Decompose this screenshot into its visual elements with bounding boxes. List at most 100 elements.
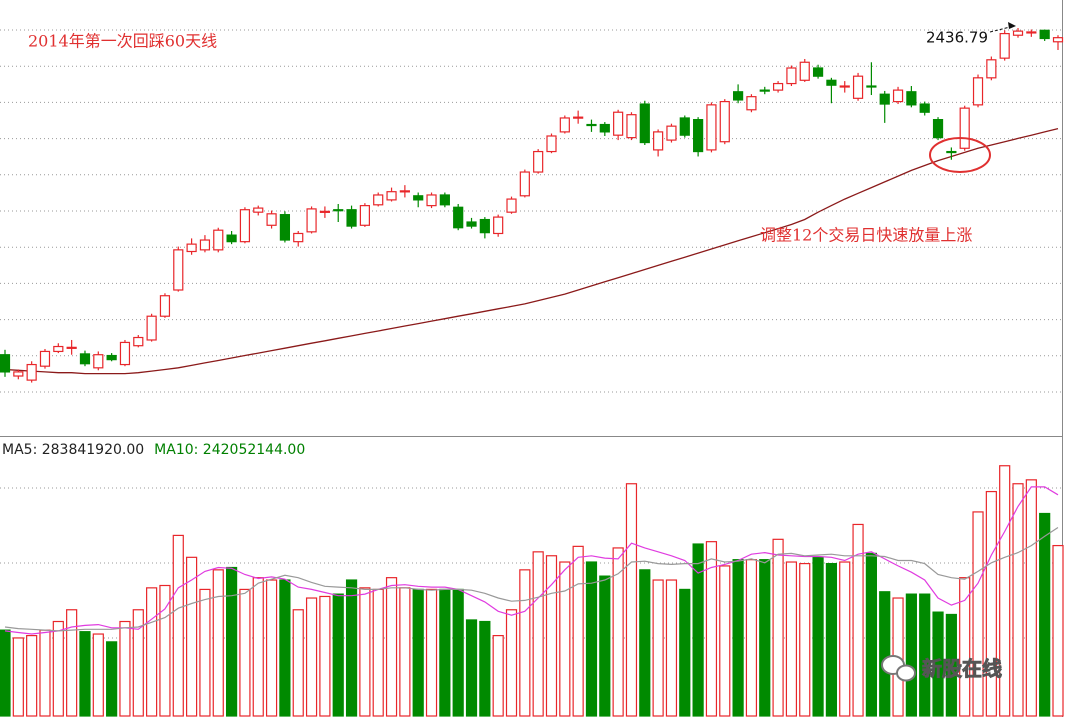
candle-body <box>386 191 397 201</box>
candle-body <box>213 229 224 251</box>
volume-bar <box>705 541 718 717</box>
candle-body <box>639 103 650 144</box>
candle-body <box>133 336 144 347</box>
candle-body <box>839 85 850 88</box>
candle-body <box>786 67 797 85</box>
candle-body <box>466 221 477 227</box>
volume-bar <box>639 569 651 717</box>
volume-bar <box>799 562 811 717</box>
candle-body <box>946 150 957 154</box>
candle-body <box>26 363 37 381</box>
volume-bar <box>12 637 24 717</box>
candle-body <box>226 234 237 243</box>
volume-bar <box>199 588 211 717</box>
volume-bar <box>625 483 638 717</box>
volume-bar <box>106 641 118 717</box>
volume-bar <box>679 588 691 717</box>
volume-bar <box>519 569 531 717</box>
volume-bar <box>932 611 944 717</box>
volume-bar <box>852 523 864 717</box>
candle-body <box>119 341 131 366</box>
candle-body <box>613 111 624 136</box>
volume-ma-line <box>4 486 1059 635</box>
candle-body <box>986 59 997 79</box>
volume-bar <box>745 559 758 717</box>
volume-bar <box>545 555 558 717</box>
candle-body <box>373 194 384 206</box>
volume-bar <box>492 634 504 717</box>
volume-bar <box>1025 479 1037 717</box>
candle-body <box>186 243 197 253</box>
volume-bar <box>372 588 384 717</box>
volume-bar <box>0 629 11 717</box>
candle-body <box>906 91 917 106</box>
volume-bar <box>905 593 917 717</box>
candle-body <box>279 214 291 241</box>
candle-body <box>812 67 824 77</box>
candle-body <box>653 131 664 151</box>
candle-body <box>146 315 157 341</box>
volume-bar <box>225 566 238 717</box>
candle-body <box>679 117 690 136</box>
candle-body <box>719 100 730 143</box>
volume-bar <box>839 561 851 717</box>
candle-body <box>759 89 770 92</box>
volume-bar <box>572 545 584 717</box>
candle-body <box>199 239 211 251</box>
candle-body <box>0 354 11 373</box>
volume-bar <box>812 556 824 717</box>
candle-body <box>1039 29 1050 40</box>
candle-body <box>333 209 344 212</box>
candle-body <box>932 119 944 139</box>
ma-legend: MA5: 283841920.00 <box>2 442 144 458</box>
volume-bar <box>505 609 518 717</box>
volume-bar <box>785 561 798 717</box>
volume-ma-line <box>4 526 1059 632</box>
candle-body <box>826 79 837 86</box>
volume-bar <box>585 561 598 717</box>
watermark: 新股在线 <box>922 657 1002 681</box>
volume-bar <box>599 575 611 717</box>
highlight-ellipse <box>929 137 991 173</box>
candle-body <box>746 96 757 111</box>
moving-average <box>4 127 1059 375</box>
volume-bar <box>412 588 424 717</box>
volume-bar <box>52 620 64 717</box>
candle-body <box>1012 30 1024 36</box>
candle-body <box>159 295 171 317</box>
candle-body <box>399 190 410 193</box>
volume-bar <box>212 569 224 717</box>
candle-body <box>426 194 437 207</box>
volume-bar <box>1012 483 1024 717</box>
volume-bar <box>865 552 877 717</box>
candle-body <box>359 205 370 226</box>
volume-bar <box>732 559 744 717</box>
volume-bar <box>79 631 91 717</box>
candle-body <box>266 213 277 226</box>
volume-bar <box>1052 544 1064 717</box>
candle-body <box>599 123 610 133</box>
candle-body <box>293 232 304 243</box>
candle-body <box>346 209 357 227</box>
candle-body <box>173 249 184 291</box>
volume-bar <box>945 613 957 717</box>
volume-bar <box>119 620 131 717</box>
volume-bar <box>652 579 664 717</box>
volume-bar <box>359 587 371 717</box>
volume-bar <box>772 538 784 717</box>
volume-bar <box>279 579 291 717</box>
volume-bar <box>132 609 144 717</box>
candle-body <box>533 150 544 173</box>
candle-body <box>506 198 517 213</box>
candle-body <box>959 107 970 149</box>
candle-body <box>666 125 677 141</box>
volume-bar <box>959 577 971 717</box>
candle-body <box>306 208 317 233</box>
volume-bar <box>332 593 344 717</box>
volume-bar <box>399 587 411 717</box>
candle-body <box>106 354 117 361</box>
candle-body <box>66 346 77 349</box>
volume-bar <box>26 634 38 717</box>
annotation: 2014年第一次回踩60天线 <box>28 32 217 51</box>
